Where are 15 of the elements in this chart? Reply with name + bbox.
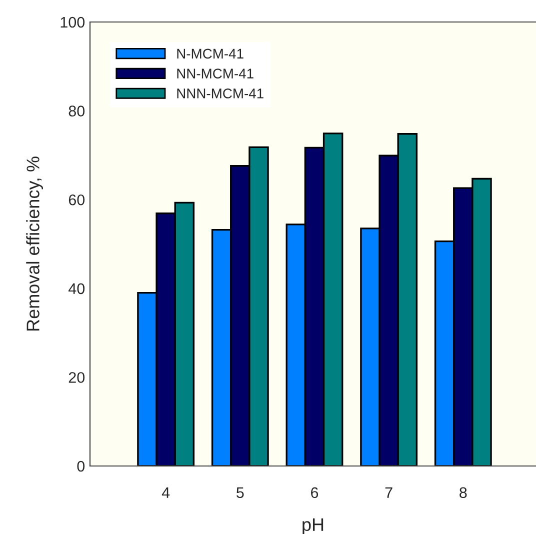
y-tick-label: 20 [68,372,85,383]
y-tick-label: 100 [60,16,85,28]
legend-label: NN-MCM-41 [177,68,254,78]
x-tick-label: 5 [236,487,244,498]
y-tick-label: 0 [77,460,85,472]
y-axis-title: Removal efficiency, % [26,156,43,330]
y-tick-label: 80 [68,106,85,116]
y-tick-label: 40 [68,283,85,294]
legend-label: N-MCM-41 [177,48,244,59]
x-tick-label: 8 [460,487,467,498]
y-tick-label: 60 [68,194,85,206]
x-tick-label: 4 [162,487,170,498]
legend-label: NNN-MCM-41 [177,88,264,98]
x-tick-label: 6 [311,487,318,498]
x-tick-label: 7 [385,487,392,498]
